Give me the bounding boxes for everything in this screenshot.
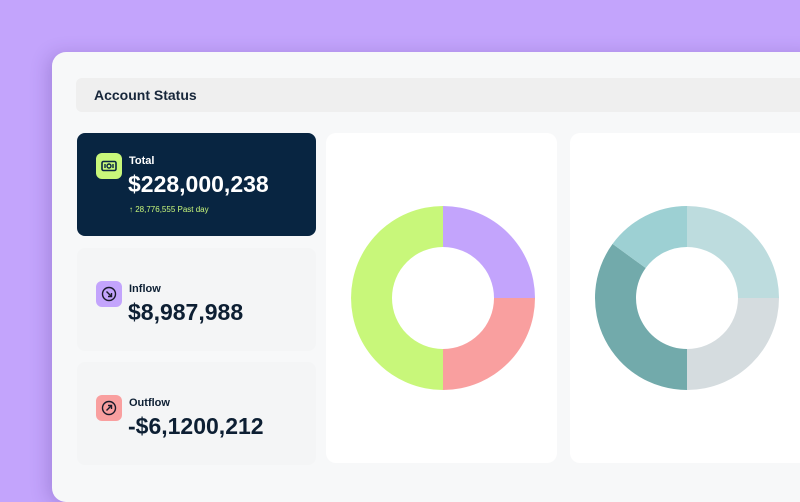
total-card[interactable]: Total $228,000,238 ↑ 28,776,555 Past day xyxy=(77,133,316,236)
outflow-label: Outflow xyxy=(129,397,170,409)
account-status-header: Account Status xyxy=(76,78,800,112)
donut-chart-2 xyxy=(595,206,779,390)
outflow-card[interactable]: Outflow -$6,1200,212 xyxy=(77,362,316,465)
donut-chart-1 xyxy=(351,206,535,390)
total-change: ↑ 28,776,555 Past day xyxy=(129,205,209,214)
donut-2-slice-2 xyxy=(687,298,779,390)
inflow-label: Inflow xyxy=(129,283,161,295)
total-label: Total xyxy=(129,155,155,167)
money-icon xyxy=(96,153,122,179)
arrow-down-right-icon xyxy=(96,281,122,307)
donut-2-slice-4 xyxy=(612,206,687,269)
donut-2-slice-1 xyxy=(687,206,779,298)
dashboard-window: Account Status Total $228,000,238 ↑ 28,7… xyxy=(52,52,800,502)
outflow-amount: -$6,1200,212 xyxy=(128,413,264,439)
donut-1-slice-3 xyxy=(351,206,443,390)
donut-panel-2 xyxy=(570,133,800,463)
inflow-card[interactable]: Inflow $8,987,988 xyxy=(77,248,316,351)
page-title: Account Status xyxy=(94,87,197,103)
inflow-amount: $8,987,988 xyxy=(128,299,244,325)
donut-1-slice-1 xyxy=(443,206,535,298)
donut-1-slice-2 xyxy=(443,298,535,390)
total-amount: $228,000,238 xyxy=(128,171,269,197)
donut-panel-1 xyxy=(326,133,557,463)
donut-2-slice-3 xyxy=(595,243,687,390)
arrow-up-right-icon xyxy=(96,395,122,421)
